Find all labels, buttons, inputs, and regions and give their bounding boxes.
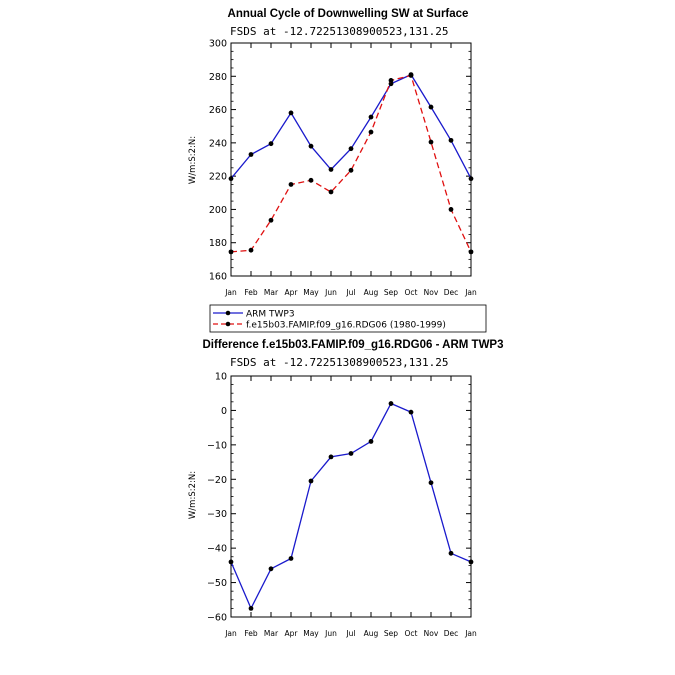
top-data-point bbox=[228, 249, 234, 255]
top-ytick-label: 280 bbox=[209, 72, 227, 83]
bottom-ytick-label: 0 bbox=[221, 406, 227, 417]
top-data-point bbox=[388, 78, 394, 83]
top-data-point bbox=[288, 182, 294, 187]
bottom-chart-ylabel: W/m:S:2:N: bbox=[188, 471, 198, 519]
top-xtick-label: Jun bbox=[324, 288, 337, 297]
bottom-data-point bbox=[348, 451, 354, 456]
bottom-data-point bbox=[308, 478, 314, 484]
top-data-point bbox=[408, 73, 414, 78]
bottom-series-line-a bbox=[230, 402, 472, 610]
top-data-point bbox=[308, 177, 314, 183]
legend-label-obs: ARM TWP3 bbox=[246, 310, 295, 320]
top-xtick-label: Oct bbox=[405, 288, 418, 297]
bottom-chart-plot: −60 −50 −40 −30 −20 −10 0 10 Jan Feb Mar Apr May Jun J… bbox=[207, 372, 477, 639]
top-data-point bbox=[328, 189, 334, 195]
top-xtick-label: Mar bbox=[264, 288, 279, 297]
bottom-ytick-label: −30 bbox=[207, 509, 227, 520]
bottom-chart-title: Difference f.e15b03.FAMIP.f09_g16.RDG06 … bbox=[202, 339, 503, 351]
bottom-data-point bbox=[388, 401, 394, 406]
bottom-data-point bbox=[408, 409, 414, 415]
bottom-data-point bbox=[448, 550, 454, 556]
bottom-xtick-label: Sep bbox=[384, 629, 398, 638]
top-data-point bbox=[468, 249, 474, 255]
top-xtick-label: Sep bbox=[384, 288, 398, 297]
top-ytick-label: 240 bbox=[209, 138, 227, 149]
bottom-data-point bbox=[268, 566, 274, 572]
top-plot-frame bbox=[230, 42, 472, 277]
top-data-point bbox=[368, 114, 374, 120]
legend-label-model: f.e15b03.FAMIP.f09_g16.RDG06 (1980-1999) bbox=[246, 321, 446, 331]
bottom-xtick-label: Jul bbox=[345, 629, 355, 638]
top-chart-plot: 160 180 200 220 240 260 280 300 Jan Feb Mar Apr May J… bbox=[209, 39, 477, 298]
bottom-xtick-label: Nov bbox=[424, 629, 439, 638]
top-chart-ylabel: W/m:S:2:N: bbox=[188, 136, 198, 184]
top-data-point bbox=[328, 167, 334, 172]
bottom-xtick-label: Aug bbox=[364, 629, 379, 638]
bottom-chart-subtitle: FSDS at -12.72251308900523,131.25 bbox=[230, 356, 449, 369]
bottom-xtick-label: Jan bbox=[464, 629, 477, 638]
bottom-data-point bbox=[248, 605, 254, 611]
top-data-point bbox=[268, 217, 274, 223]
top-chart-title: Annual Cycle of Downwelling SW at Surfac… bbox=[228, 8, 469, 20]
top-data-point bbox=[428, 139, 434, 145]
top-ytick-label: 200 bbox=[209, 205, 227, 216]
bottom-data-point bbox=[368, 439, 374, 444]
top-data-point bbox=[348, 167, 354, 173]
top-ytick-label: 220 bbox=[209, 172, 227, 183]
bottom-xtick-label: Feb bbox=[244, 629, 258, 638]
top-xtick-label: Dec bbox=[444, 288, 459, 297]
top-data-point bbox=[268, 141, 274, 147]
top-data-point bbox=[288, 110, 294, 116]
top-data-point bbox=[348, 146, 354, 152]
legend-marker-obs bbox=[225, 310, 231, 316]
bottom-ytick-label: −20 bbox=[207, 475, 227, 486]
top-xtick-label: Jul bbox=[345, 288, 355, 297]
top-xtick-label: Feb bbox=[244, 288, 258, 297]
bottom-ytick-label: −60 bbox=[207, 613, 227, 624]
top-ytick-label: 180 bbox=[209, 238, 227, 249]
bottom-xtick-label: Mar bbox=[264, 629, 279, 638]
top-xtick-label: Apr bbox=[285, 288, 299, 297]
bottom-data-point bbox=[288, 556, 294, 561]
top-data-point bbox=[248, 247, 254, 253]
top-xtick-label: May bbox=[303, 288, 319, 297]
legend: ARM TWP3 f.e15b03.FAMIP.f09_g16.RDG06 (1… bbox=[209, 304, 487, 333]
top-data-point bbox=[448, 207, 454, 212]
top-ytick-label: 300 bbox=[209, 39, 227, 50]
top-series-line-a bbox=[230, 73, 472, 180]
bottom-ytick-label: 10 bbox=[215, 372, 227, 383]
top-xtick-label: Jan bbox=[224, 288, 237, 297]
top-ytick-label: 160 bbox=[209, 272, 227, 283]
top-chart-subtitle: FSDS at -12.72251308900523,131.25 bbox=[230, 25, 449, 38]
top-data-point bbox=[468, 176, 474, 182]
top-xtick-label: Jan bbox=[464, 288, 477, 297]
bottom-xtick-label: May bbox=[303, 629, 319, 638]
bottom-ytick-label: −40 bbox=[207, 544, 227, 555]
top-xtick-label: Aug bbox=[364, 288, 379, 297]
bottom-data-point bbox=[468, 559, 474, 565]
top-ytick-label: 260 bbox=[209, 105, 227, 116]
top-xtick-label: Nov bbox=[424, 288, 439, 297]
bottom-ytick-label: −10 bbox=[207, 440, 227, 451]
top-data-point bbox=[428, 104, 434, 110]
bottom-xtick-label: Dec bbox=[444, 629, 459, 638]
legend-marker-model bbox=[225, 321, 231, 327]
bottom-xtick-label: Oct bbox=[405, 629, 418, 638]
top-data-point bbox=[448, 137, 454, 143]
bottom-data-point bbox=[428, 480, 434, 486]
bottom-data-point bbox=[228, 559, 234, 565]
top-data-point bbox=[368, 129, 374, 135]
bottom-xtick-label: Jun bbox=[324, 629, 337, 638]
top-data-point bbox=[308, 143, 314, 149]
top-series-line-b bbox=[230, 74, 472, 253]
bottom-ytick-label: −50 bbox=[207, 578, 227, 589]
bottom-xtick-label: Jan bbox=[224, 629, 237, 638]
top-data-point bbox=[248, 152, 254, 157]
top-data-point bbox=[228, 176, 234, 182]
legend-box bbox=[209, 304, 487, 333]
bottom-xtick-label: Apr bbox=[285, 629, 299, 638]
bottom-data-point bbox=[328, 454, 334, 460]
